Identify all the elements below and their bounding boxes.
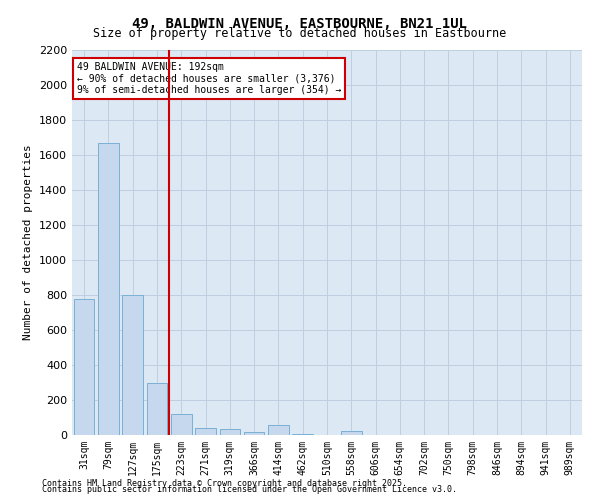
Bar	[122, 295, 143, 435]
Bar	[98, 143, 119, 435]
Bar	[341, 430, 362, 435]
Bar	[195, 428, 216, 435]
Text: 49, BALDWIN AVENUE, EASTBOURNE, BN21 1UL: 49, BALDWIN AVENUE, EASTBOURNE, BN21 1UL	[133, 18, 467, 32]
Bar	[292, 434, 313, 435]
Text: Contains public sector information licensed under the Open Government Licence v3: Contains public sector information licen…	[42, 485, 457, 494]
Bar	[244, 432, 265, 435]
Text: Size of property relative to detached houses in Eastbourne: Size of property relative to detached ho…	[94, 28, 506, 40]
Text: 49 BALDWIN AVENUE: 192sqm
← 90% of detached houses are smaller (3,376)
9% of sem: 49 BALDWIN AVENUE: 192sqm ← 90% of detac…	[77, 62, 341, 95]
Bar	[74, 298, 94, 435]
Bar	[171, 414, 191, 435]
Bar	[268, 426, 289, 435]
Bar	[220, 429, 240, 435]
Text: Contains HM Land Registry data © Crown copyright and database right 2025.: Contains HM Land Registry data © Crown c…	[42, 478, 407, 488]
Bar	[146, 382, 167, 435]
Y-axis label: Number of detached properties: Number of detached properties	[23, 144, 34, 340]
